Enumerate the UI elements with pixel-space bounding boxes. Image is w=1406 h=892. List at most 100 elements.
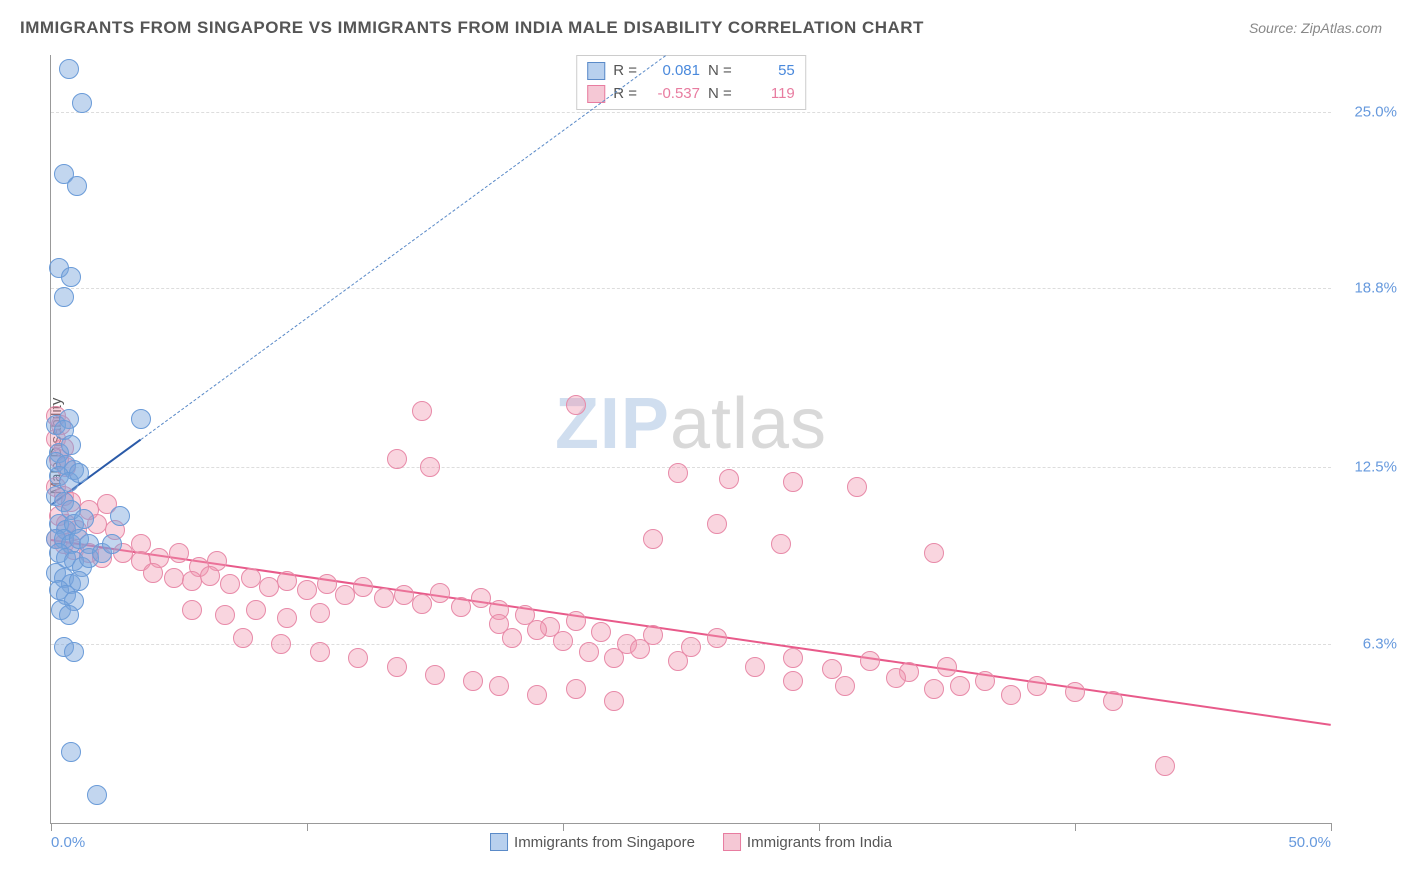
data-point-india (335, 585, 355, 605)
data-point-india (1103, 691, 1123, 711)
data-point-india (374, 588, 394, 608)
x-tick-label: 0.0% (51, 834, 85, 851)
legend-item-india: Immigrants from India (723, 833, 892, 851)
data-point-india (924, 679, 944, 699)
data-point-india (707, 514, 727, 534)
correlation-legend: R = 0.081 N = 55 R = -0.537 N = 119 (576, 55, 806, 110)
y-tick-label: 12.5% (1354, 459, 1397, 476)
data-point-singapore (131, 409, 151, 429)
data-point-india (182, 600, 202, 620)
data-point-india (668, 651, 688, 671)
watermark: ZIPatlas (555, 383, 827, 465)
legend-row-singapore: R = 0.081 N = 55 (587, 60, 795, 83)
data-point-india (668, 463, 688, 483)
data-point-india (924, 543, 944, 563)
plot-area: ZIPatlas R = 0.081 N = 55 R = -0.537 N =… (50, 55, 1331, 824)
data-point-india (643, 529, 663, 549)
data-point-singapore (61, 742, 81, 762)
data-point-india (425, 665, 445, 685)
chart-title: IMMIGRANTS FROM SINGAPORE VS IMMIGRANTS … (20, 18, 924, 38)
data-point-india (310, 642, 330, 662)
data-point-india (566, 611, 586, 631)
gridline (51, 288, 1331, 289)
data-point-india (975, 671, 995, 691)
x-tick (51, 823, 52, 831)
data-point-india (1065, 682, 1085, 702)
data-point-india (566, 679, 586, 699)
y-tick-label: 25.0% (1354, 103, 1397, 120)
gridline (51, 467, 1331, 468)
data-point-india (277, 571, 297, 591)
data-point-india (412, 594, 432, 614)
data-point-singapore (72, 93, 92, 113)
data-point-india (783, 472, 803, 492)
data-point-india (489, 676, 509, 696)
data-point-india (271, 634, 291, 654)
data-point-india (502, 628, 522, 648)
data-point-india (745, 657, 765, 677)
data-point-india (348, 648, 368, 668)
data-point-india (822, 659, 842, 679)
data-point-singapore (54, 287, 74, 307)
data-point-india (950, 676, 970, 696)
source-attribution: Source: ZipAtlas.com (1249, 20, 1382, 36)
data-point-india (220, 574, 240, 594)
data-point-singapore (74, 509, 94, 529)
data-point-india (310, 603, 330, 623)
data-point-india (353, 577, 373, 597)
data-point-india (233, 628, 253, 648)
data-point-india (143, 563, 163, 583)
data-point-india (527, 620, 547, 640)
data-point-india (317, 574, 337, 594)
data-point-india (604, 691, 624, 711)
y-tick-label: 6.3% (1363, 635, 1397, 652)
data-point-india (630, 639, 650, 659)
data-point-india (387, 657, 407, 677)
x-tick (819, 823, 820, 831)
series-legend: Immigrants from Singapore Immigrants fro… (490, 833, 892, 851)
swatch-india-icon (723, 833, 741, 851)
data-point-singapore (87, 785, 107, 805)
gridline (51, 112, 1331, 113)
swatch-singapore (587, 62, 605, 80)
x-tick (563, 823, 564, 831)
data-point-india (771, 534, 791, 554)
legend-row-india: R = -0.537 N = 119 (587, 83, 795, 106)
legend-item-singapore: Immigrants from Singapore (490, 833, 695, 851)
data-point-india (886, 668, 906, 688)
data-point-india (591, 622, 611, 642)
data-point-india (1001, 685, 1021, 705)
x-tick (1075, 823, 1076, 831)
data-point-singapore (59, 605, 79, 625)
data-point-india (297, 580, 317, 600)
data-point-india (463, 671, 483, 691)
data-point-india (860, 651, 880, 671)
data-point-india (1155, 756, 1175, 776)
data-point-singapore (61, 435, 81, 455)
data-point-india (387, 449, 407, 469)
data-point-india (1027, 676, 1047, 696)
data-point-india (420, 457, 440, 477)
data-point-india (277, 608, 297, 628)
data-point-india (604, 648, 624, 668)
data-point-india (783, 648, 803, 668)
data-point-singapore (61, 267, 81, 287)
data-point-india (937, 657, 957, 677)
data-point-india (215, 605, 235, 625)
data-point-india (835, 676, 855, 696)
data-point-singapore (64, 642, 84, 662)
data-point-india (707, 628, 727, 648)
data-point-india (430, 583, 450, 603)
data-point-singapore (67, 176, 87, 196)
x-tick (307, 823, 308, 831)
swatch-singapore-icon (490, 833, 508, 851)
data-point-india (719, 469, 739, 489)
data-point-india (847, 477, 867, 497)
data-point-india (412, 401, 432, 421)
data-point-india (169, 543, 189, 563)
data-point-india (200, 566, 220, 586)
y-tick-label: 18.8% (1354, 280, 1397, 297)
data-point-india (246, 600, 266, 620)
data-point-india (579, 642, 599, 662)
data-point-india (527, 685, 547, 705)
